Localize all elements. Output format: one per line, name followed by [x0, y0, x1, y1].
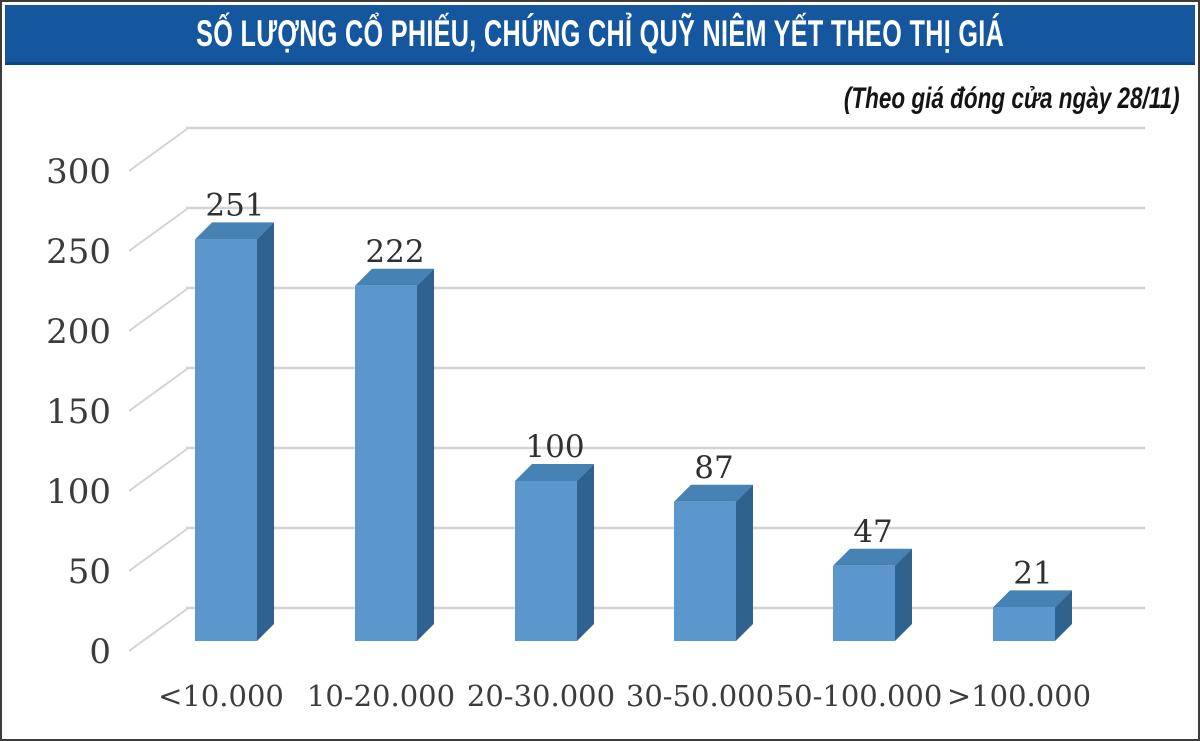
- y-axis-label-300: 300: [46, 152, 111, 192]
- bar-side-face: [736, 484, 753, 641]
- bar-5: [833, 548, 912, 641]
- x-axis-category-label: 20-30.000: [467, 679, 615, 713]
- y-axis-tick-250: [128, 208, 188, 252]
- chart-title: SỐ LƯỢNG CỔ PHIẾU, CHỨNG CHỈ QUỸ NIÊM YẾ…: [195, 12, 1005, 54]
- y-axis-tick-100: [128, 448, 188, 492]
- y-axis-label-50: 50: [68, 552, 111, 592]
- bar-2: [355, 268, 434, 641]
- bar-top-face: [993, 590, 1072, 608]
- bar-front-face: [833, 565, 895, 641]
- x-axis-category-label: >100.000: [947, 679, 1091, 713]
- bar-value-label: 21: [1013, 555, 1052, 591]
- bar-front-face: [195, 239, 257, 641]
- bar-side-face: [257, 222, 274, 641]
- bar-front-face: [674, 501, 736, 641]
- y-axis-label-200: 200: [46, 312, 111, 352]
- y-axis-tick-200: [128, 288, 188, 332]
- y-axis-label-100: 100: [46, 472, 111, 512]
- bar-3: [515, 464, 594, 641]
- bar-front-face: [515, 481, 577, 641]
- bar-4: [674, 484, 753, 641]
- y-axis-tick-50: [128, 528, 188, 572]
- y-axis-tick-300: [128, 128, 188, 172]
- y-axis-tick-0: [128, 608, 188, 652]
- x-axis-category-label: 10-20.000: [307, 679, 455, 713]
- bar-value-label: 251: [205, 187, 264, 223]
- bar-top-face: [833, 548, 912, 566]
- bar-side-face: [577, 464, 594, 641]
- bar-side-face: [417, 268, 434, 641]
- bar-value-label: 47: [853, 514, 892, 550]
- y-axis-label-250: 250: [46, 232, 111, 272]
- bar-front-face: [355, 285, 417, 641]
- bar-1: [195, 222, 274, 641]
- bar-value-label: 87: [694, 450, 733, 486]
- bar-front-face: [993, 607, 1055, 641]
- bar-value-label: 222: [365, 234, 424, 270]
- title-banner: SỐ LƯỢNG CỔ PHIẾU, CHỨNG CHỈ QUỸ NIÊM YẾ…: [5, 5, 1195, 65]
- bar-value-label: 100: [525, 429, 584, 465]
- bar-6: [993, 590, 1072, 641]
- chart-subtitle: (Theo giá đóng cửa ngày 28/11): [844, 82, 1180, 115]
- bar-top-face: [355, 268, 434, 286]
- bar-top-face: [674, 484, 753, 502]
- bar-top-face: [515, 464, 594, 481]
- x-axis-category-label: 50-100.000: [776, 679, 943, 713]
- y-axis-label-0: 0: [89, 632, 111, 672]
- y-axis-label-150: 150: [46, 392, 111, 432]
- x-axis-category-label: <10.000: [158, 679, 284, 713]
- bar-side-face: [1055, 590, 1072, 641]
- bar-top-face: [195, 222, 274, 240]
- bar-side-face: [895, 548, 912, 641]
- x-axis-category-label: 30-50.000: [626, 679, 774, 713]
- y-axis-tick-150: [128, 368, 188, 412]
